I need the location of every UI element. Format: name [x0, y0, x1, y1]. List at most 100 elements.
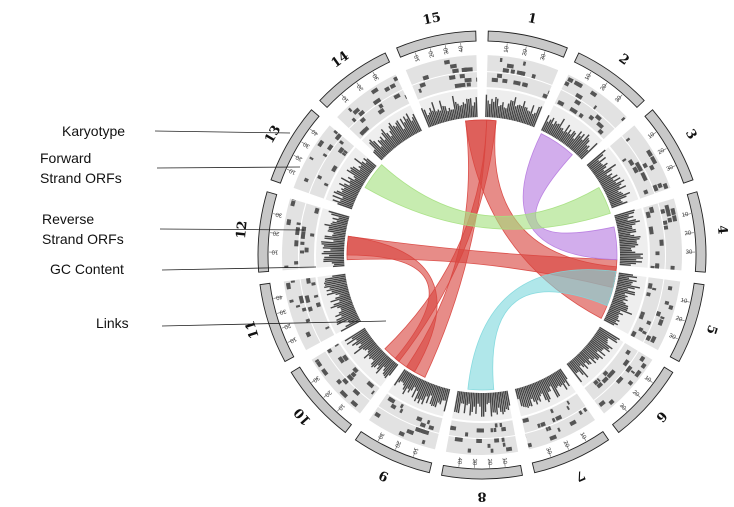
gc-bars [369, 113, 422, 161]
reverse-orf-mark [638, 314, 645, 320]
reverse-orf-mark [610, 369, 616, 375]
tick-mark [565, 442, 569, 450]
tick-mark [649, 131, 657, 138]
karyotype-band [686, 191, 707, 273]
forward-orf-mark [672, 215, 678, 222]
tick-mark [415, 52, 419, 61]
tick-label: 10 [584, 73, 593, 82]
forward-orf-track [283, 279, 321, 351]
forward-orf-mark [655, 311, 662, 317]
segment-9: 10 20 30 [354, 368, 451, 474]
reverse-orf-mark [537, 423, 541, 429]
tick-mark [429, 48, 433, 57]
karyotype-band [396, 30, 477, 58]
tick-label: 10 [578, 432, 587, 441]
forward-orf-mark [347, 107, 353, 113]
reverse-orf-mark [377, 107, 385, 115]
karyotype-band [259, 282, 295, 363]
tick-mark [547, 448, 551, 457]
tick-label: 10 [647, 131, 656, 140]
reverse-orf-mark [352, 366, 359, 374]
reverse-orf-mark [659, 239, 664, 246]
reverse-orf-mark [578, 112, 584, 119]
reverse-orf-mark [304, 295, 311, 304]
segment-number-14: 14 [329, 49, 352, 72]
reverse-orf-mark [393, 93, 401, 100]
segment-number-7: 7 [573, 466, 587, 483]
tick-mark [395, 442, 399, 450]
reverse-orf-mark [646, 320, 652, 326]
tick-mark [286, 168, 295, 173]
tick-label: 20 [428, 49, 436, 58]
links-label-text: Links [96, 315, 129, 331]
reverse-orf-track [378, 393, 443, 433]
forward-orf-mark [384, 86, 391, 93]
tick-mark [460, 43, 462, 52]
tick-label: 10 [643, 375, 652, 384]
reverse-orf-mark [419, 422, 427, 428]
gc-bars [420, 95, 478, 128]
gc-bars [393, 369, 451, 412]
reverse-orf-mark [596, 381, 604, 389]
tick-mark [542, 51, 546, 60]
tick-mark [683, 213, 692, 216]
forward-orf-mark [665, 209, 671, 217]
tick-label: 30 [686, 250, 693, 256]
reverse-orf-track [349, 89, 410, 140]
forward-orf-track [594, 351, 653, 414]
reverse-orf-mark [655, 251, 660, 256]
forward-orf-mark [522, 61, 527, 66]
reverse-orf-mark [341, 151, 347, 157]
forward-orf-mark [326, 144, 334, 151]
forward-orf-mark [639, 355, 646, 363]
reverse-orf-mark [634, 161, 642, 170]
segment-number-5: 5 [703, 323, 720, 336]
forward-label: Forward Strand ORFs [40, 150, 301, 186]
reverse-orf-mark [627, 159, 635, 167]
reverse-orf-track [300, 277, 335, 343]
reverse-orf-mark [555, 414, 563, 421]
forward-orf-mark [487, 443, 491, 448]
reverse-orf-mark [641, 330, 647, 335]
segment-number-13: 13 [262, 123, 284, 146]
tick-mark [356, 82, 362, 90]
karyotype-pointer [154, 130, 291, 134]
segment-number-9: 9 [377, 466, 391, 483]
forward-orf-mark [294, 240, 299, 247]
reverse-orf-mark [621, 158, 627, 163]
reverse-orf-mark [331, 165, 338, 173]
forward-orf-mark [298, 295, 305, 304]
forward-orf-mark [634, 369, 642, 378]
forward-orf-mark [578, 410, 583, 416]
tick-mark [602, 82, 608, 90]
reverse-orf-mark [339, 140, 344, 145]
reverse-label-line1: Reverse [42, 211, 94, 227]
tick-label: 30 [544, 447, 552, 456]
reverse-orf-mark [501, 426, 507, 432]
karyotype-band [531, 430, 610, 474]
reverse-orf-mark [301, 226, 307, 232]
reverse-orf-mark [596, 377, 601, 383]
reverse-orf-mark [602, 370, 609, 377]
reverse-orf-mark [643, 189, 649, 195]
reverse-label-line2: Strand ORFs [42, 231, 124, 247]
reverse-orf-mark [346, 374, 354, 382]
forward-orf-mark [547, 425, 552, 431]
forward-orf-mark [663, 225, 669, 230]
link-ribbons [346, 119, 618, 391]
tick-mark [659, 148, 667, 153]
reverse-orf-mark [416, 416, 423, 422]
tick-mark [293, 155, 302, 160]
segment-11: 10 20 30 40 [259, 273, 361, 363]
forward-orf-track [369, 406, 439, 450]
reverse-orf-mark [557, 100, 565, 107]
tick-label: 40 [456, 457, 463, 465]
reverse-orf-mark [459, 82, 466, 88]
segment-number-6: 6 [652, 408, 669, 425]
forward-orf-mark [593, 105, 598, 110]
tick-label: 20 [283, 322, 292, 330]
forward-orf-mark [575, 92, 583, 100]
segment-5: 10 20 30 [603, 272, 705, 363]
tick-label: 30 [443, 47, 450, 55]
forward-orf-mark [389, 83, 397, 90]
